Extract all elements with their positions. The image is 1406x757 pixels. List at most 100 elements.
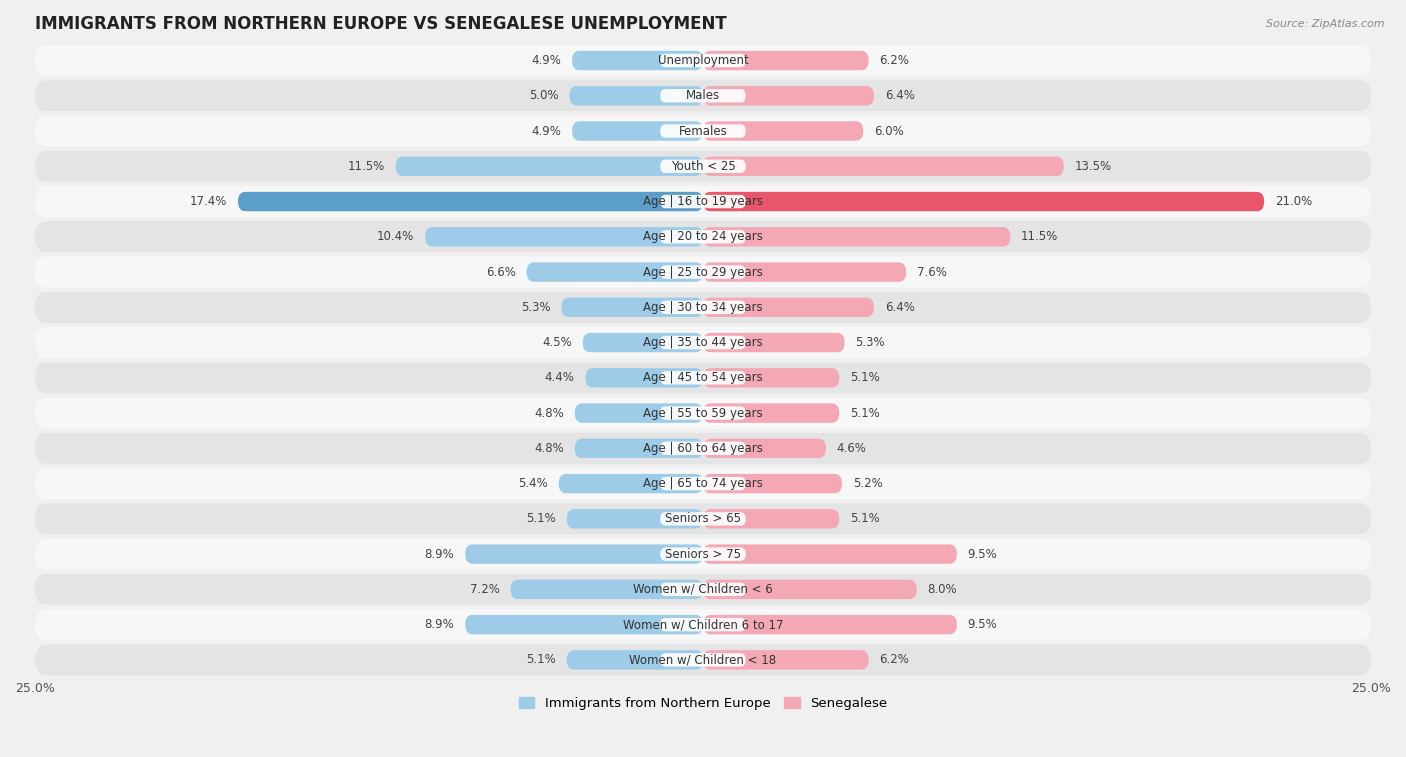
Text: Women w/ Children < 18: Women w/ Children < 18 bbox=[630, 653, 776, 666]
Text: 4.8%: 4.8% bbox=[534, 407, 564, 419]
Text: 6.2%: 6.2% bbox=[879, 653, 910, 666]
FancyBboxPatch shape bbox=[35, 574, 1371, 605]
Text: 6.2%: 6.2% bbox=[879, 54, 910, 67]
Text: Women w/ Children < 6: Women w/ Children < 6 bbox=[633, 583, 773, 596]
FancyBboxPatch shape bbox=[35, 151, 1371, 182]
FancyBboxPatch shape bbox=[661, 407, 745, 420]
Text: 8.9%: 8.9% bbox=[425, 618, 454, 631]
FancyBboxPatch shape bbox=[661, 301, 745, 314]
Text: 5.2%: 5.2% bbox=[852, 477, 883, 490]
FancyBboxPatch shape bbox=[661, 371, 745, 385]
Text: 4.8%: 4.8% bbox=[534, 442, 564, 455]
Text: 5.3%: 5.3% bbox=[522, 301, 551, 314]
FancyBboxPatch shape bbox=[661, 583, 745, 596]
FancyBboxPatch shape bbox=[35, 221, 1371, 252]
FancyBboxPatch shape bbox=[703, 121, 863, 141]
Text: 9.5%: 9.5% bbox=[967, 547, 997, 561]
FancyBboxPatch shape bbox=[35, 644, 1371, 675]
Text: Age | 60 to 64 years: Age | 60 to 64 years bbox=[643, 442, 763, 455]
Text: Unemployment: Unemployment bbox=[658, 54, 748, 67]
FancyBboxPatch shape bbox=[661, 124, 745, 138]
FancyBboxPatch shape bbox=[703, 192, 1264, 211]
Text: 6.6%: 6.6% bbox=[486, 266, 516, 279]
FancyBboxPatch shape bbox=[35, 503, 1371, 534]
Text: Age | 35 to 44 years: Age | 35 to 44 years bbox=[643, 336, 763, 349]
FancyBboxPatch shape bbox=[703, 474, 842, 494]
Text: 8.0%: 8.0% bbox=[928, 583, 957, 596]
FancyBboxPatch shape bbox=[661, 547, 745, 561]
Text: 21.0%: 21.0% bbox=[1275, 195, 1312, 208]
Text: 4.5%: 4.5% bbox=[543, 336, 572, 349]
Text: Age | 55 to 59 years: Age | 55 to 59 years bbox=[643, 407, 763, 419]
FancyBboxPatch shape bbox=[425, 227, 703, 247]
FancyBboxPatch shape bbox=[572, 121, 703, 141]
FancyBboxPatch shape bbox=[35, 327, 1371, 358]
FancyBboxPatch shape bbox=[582, 333, 703, 352]
Text: Youth < 25: Youth < 25 bbox=[671, 160, 735, 173]
FancyBboxPatch shape bbox=[703, 51, 869, 70]
Text: 5.1%: 5.1% bbox=[851, 372, 880, 385]
Text: 5.1%: 5.1% bbox=[851, 512, 880, 525]
FancyBboxPatch shape bbox=[510, 580, 703, 599]
FancyBboxPatch shape bbox=[561, 298, 703, 317]
FancyBboxPatch shape bbox=[703, 157, 1064, 176]
FancyBboxPatch shape bbox=[35, 609, 1371, 640]
FancyBboxPatch shape bbox=[35, 116, 1371, 147]
FancyBboxPatch shape bbox=[35, 45, 1371, 76]
FancyBboxPatch shape bbox=[569, 86, 703, 105]
Legend: Immigrants from Northern Europe, Senegalese: Immigrants from Northern Europe, Senegal… bbox=[513, 692, 893, 715]
FancyBboxPatch shape bbox=[238, 192, 703, 211]
Text: 4.9%: 4.9% bbox=[531, 54, 561, 67]
Text: Age | 20 to 24 years: Age | 20 to 24 years bbox=[643, 230, 763, 243]
FancyBboxPatch shape bbox=[703, 580, 917, 599]
FancyBboxPatch shape bbox=[661, 195, 745, 208]
FancyBboxPatch shape bbox=[35, 363, 1371, 394]
FancyBboxPatch shape bbox=[575, 438, 703, 458]
FancyBboxPatch shape bbox=[703, 650, 869, 670]
Text: Age | 16 to 19 years: Age | 16 to 19 years bbox=[643, 195, 763, 208]
FancyBboxPatch shape bbox=[35, 291, 1371, 322]
Text: 7.2%: 7.2% bbox=[470, 583, 501, 596]
FancyBboxPatch shape bbox=[567, 650, 703, 670]
FancyBboxPatch shape bbox=[35, 468, 1371, 499]
FancyBboxPatch shape bbox=[703, 227, 1011, 247]
FancyBboxPatch shape bbox=[661, 653, 745, 667]
Text: 6.0%: 6.0% bbox=[875, 125, 904, 138]
Text: Age | 45 to 54 years: Age | 45 to 54 years bbox=[643, 372, 763, 385]
FancyBboxPatch shape bbox=[703, 544, 957, 564]
FancyBboxPatch shape bbox=[572, 51, 703, 70]
Text: 9.5%: 9.5% bbox=[967, 618, 997, 631]
FancyBboxPatch shape bbox=[661, 512, 745, 525]
FancyBboxPatch shape bbox=[35, 186, 1371, 217]
FancyBboxPatch shape bbox=[703, 263, 905, 282]
FancyBboxPatch shape bbox=[527, 263, 703, 282]
FancyBboxPatch shape bbox=[661, 266, 745, 279]
Text: Source: ZipAtlas.com: Source: ZipAtlas.com bbox=[1267, 19, 1385, 29]
Text: 13.5%: 13.5% bbox=[1074, 160, 1112, 173]
Text: Males: Males bbox=[686, 89, 720, 102]
FancyBboxPatch shape bbox=[703, 333, 845, 352]
Text: 8.9%: 8.9% bbox=[425, 547, 454, 561]
Text: 5.0%: 5.0% bbox=[529, 89, 558, 102]
Text: 4.6%: 4.6% bbox=[837, 442, 866, 455]
Text: 17.4%: 17.4% bbox=[190, 195, 228, 208]
FancyBboxPatch shape bbox=[35, 80, 1371, 111]
Text: 5.1%: 5.1% bbox=[526, 512, 555, 525]
FancyBboxPatch shape bbox=[703, 615, 957, 634]
FancyBboxPatch shape bbox=[703, 509, 839, 528]
Text: 5.1%: 5.1% bbox=[526, 653, 555, 666]
Text: 10.4%: 10.4% bbox=[377, 230, 415, 243]
FancyBboxPatch shape bbox=[703, 368, 839, 388]
Text: IMMIGRANTS FROM NORTHERN EUROPE VS SENEGALESE UNEMPLOYMENT: IMMIGRANTS FROM NORTHERN EUROPE VS SENEG… bbox=[35, 15, 727, 33]
FancyBboxPatch shape bbox=[661, 618, 745, 631]
FancyBboxPatch shape bbox=[661, 336, 745, 349]
Text: 4.9%: 4.9% bbox=[531, 125, 561, 138]
FancyBboxPatch shape bbox=[703, 86, 875, 105]
Text: Age | 25 to 29 years: Age | 25 to 29 years bbox=[643, 266, 763, 279]
Text: 11.5%: 11.5% bbox=[1021, 230, 1059, 243]
Text: Women w/ Children 6 to 17: Women w/ Children 6 to 17 bbox=[623, 618, 783, 631]
FancyBboxPatch shape bbox=[661, 89, 745, 102]
Text: 5.3%: 5.3% bbox=[855, 336, 884, 349]
FancyBboxPatch shape bbox=[585, 368, 703, 388]
FancyBboxPatch shape bbox=[465, 544, 703, 564]
